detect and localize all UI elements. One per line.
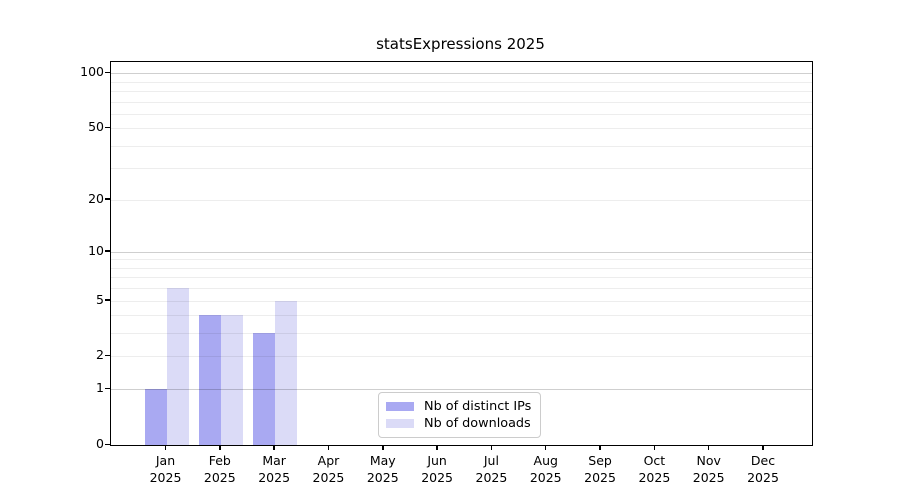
x-tick-label-mar: Mar 2025 [258,453,291,485]
chart-title: statsExpressions 2025 [376,35,545,53]
x-tick [327,445,330,450]
x-tick [219,445,221,450]
y-tick [105,443,110,445]
gridline-minor [111,101,812,103]
gridline-minor [111,259,812,261]
x-tick-label-aug: Aug 2025 [529,453,562,485]
gridline-minor [111,168,812,170]
legend-label-distinct-ips: Nb of distinct IPs [424,399,532,414]
y-tick-label: 0 [96,436,104,451]
x-tick [273,445,275,450]
x-tick [707,445,710,450]
x-tick-label-may: May 2025 [366,453,399,485]
y-tick-label: 10 [88,242,104,258]
y-tick [105,387,110,390]
x-tick-label-feb: Feb 2025 [203,453,236,485]
x-tick-label-dec: Dec 2025 [747,453,779,485]
y-tick [105,126,110,129]
gridline-minor [111,113,812,115]
gridline-minor [111,145,812,147]
legend-item-distinct-ips: Nb of distinct IPs [386,398,531,415]
x-tick-label-sep: Sep 2025 [584,453,616,485]
x-tick [653,445,656,450]
y-tick [105,354,110,357]
gridline-minor [111,90,812,92]
y-tick-label: 50 [88,119,104,135]
y-tick-label: 20 [88,190,104,206]
gridline-minor [111,199,812,201]
gridline-minor [111,288,812,290]
x-tick [762,445,764,450]
legend-item-downloads: Nb of downloads [386,415,531,432]
bar-nb-of-downloads-feb [220,315,243,445]
gridline-minor [111,267,812,269]
gridline-minor [111,277,812,279]
x-tick [544,445,547,450]
bar-nb-of-distinct-ips-jan [144,389,167,445]
gridline-minor [111,81,812,83]
y-tick [105,71,110,74]
x-tick-label-apr: Apr 2025 [312,453,345,485]
y-tick-label: 2 [96,347,104,363]
bar-nb-of-distinct-ips-mar [253,333,276,445]
plot-area [110,61,813,446]
x-tick [490,445,493,450]
x-tick-label-nov: Nov 2025 [692,453,725,485]
bar-nb-of-distinct-ips-feb [198,315,221,445]
bar-nb-of-downloads-jan [166,288,189,445]
y-tick [105,250,110,252]
x-tick-label-jul: Jul 2025 [475,453,508,485]
legend-swatch-downloads [386,419,414,428]
legend: Nb of distinct IPs Nb of downloads [378,392,542,438]
gridline-major [111,251,812,253]
x-tick-label-jan: Jan 2025 [149,453,182,485]
x-tick-label-jun: Jun 2025 [421,453,453,485]
y-tick [105,299,110,301]
legend-label-downloads: Nb of downloads [424,416,531,431]
gridline-minor [111,128,812,130]
gridline-major [111,73,812,75]
y-tick-label: 1 [96,380,104,396]
x-tick-label-oct: Oct 2025 [638,453,671,485]
x-tick [382,445,384,450]
gridline-minor [111,300,812,302]
x-tick [436,445,438,450]
x-tick [599,445,601,450]
bar-nb-of-downloads-mar [275,300,298,445]
y-tick-label: 5 [96,291,104,307]
legend-swatch-distinct-ips [386,402,414,411]
x-tick [164,445,167,450]
y-tick [105,198,110,200]
y-tick-label: 100 [80,64,104,80]
